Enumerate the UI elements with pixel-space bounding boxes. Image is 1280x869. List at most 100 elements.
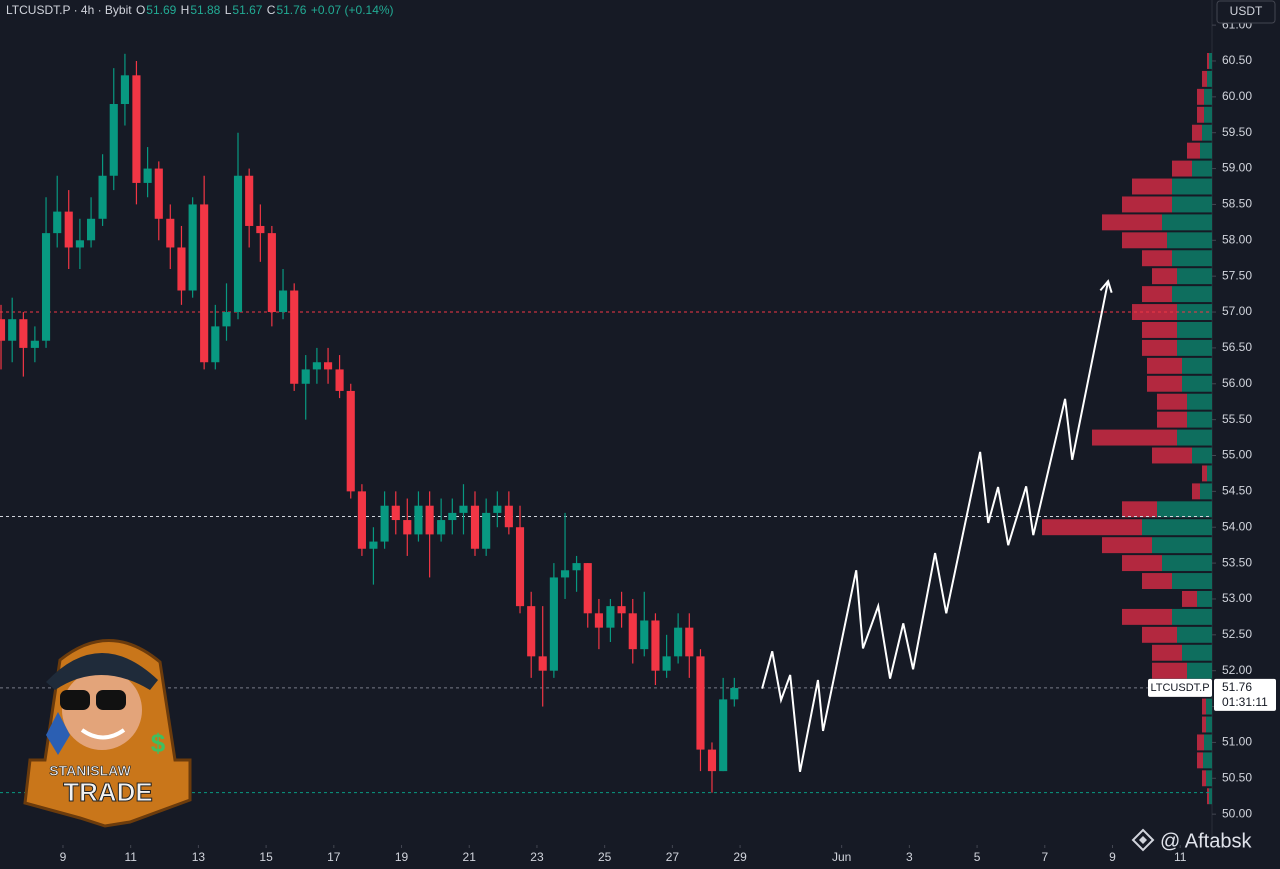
candle-body (75, 240, 84, 248)
volume-buy (1172, 250, 1212, 267)
projection-arrowhead (1099, 279, 1113, 293)
volume-buy (1172, 178, 1212, 195)
x-tick-label: 21 (463, 850, 477, 864)
volume-buy (1162, 555, 1212, 572)
candle-body (98, 175, 107, 219)
candle-body (504, 505, 513, 528)
logo-glasses (60, 690, 90, 710)
price-tag-countdown: 01:31:11 (1222, 695, 1268, 709)
candle-body (482, 512, 491, 549)
volume-buy (1200, 483, 1212, 500)
candle-body (617, 606, 626, 614)
y-tick-label: 58.50 (1222, 197, 1252, 211)
volume-buy (1177, 339, 1212, 356)
candle-body (132, 75, 141, 183)
candle-body (0, 319, 6, 341)
volume-buy (1172, 573, 1212, 589)
x-tick-label: 11 (124, 850, 137, 864)
volume-buy (1206, 770, 1212, 787)
volume-buy (1197, 590, 1212, 607)
y-tick-label: 52.00 (1222, 663, 1252, 677)
y-tick-label: 56.50 (1222, 340, 1252, 354)
volume-buy (1187, 662, 1212, 679)
candle-body (685, 627, 694, 657)
logo-cap (46, 652, 158, 690)
candle-body (594, 613, 603, 628)
currency-box (1216, 0, 1276, 24)
y-tick-label: 54.50 (1222, 484, 1252, 498)
y-tick-label: 53.50 (1222, 555, 1252, 569)
price-tag-symbol: LTCUSDT.P (1150, 682, 1209, 694)
price-tag-box (1214, 678, 1276, 711)
candle-body (549, 577, 558, 671)
candle-body (19, 319, 28, 348)
ohlc-value: 51.76 (276, 3, 307, 17)
volume-sell (1147, 375, 1182, 392)
x-tick-label: 5 (974, 850, 981, 864)
candle-body (290, 290, 299, 384)
candle-body (538, 656, 547, 671)
y-tick-label: 50.00 (1222, 806, 1252, 820)
candle-body (64, 211, 73, 248)
candle-body (301, 369, 310, 384)
x-tick-label: 9 (1109, 850, 1116, 864)
volume-sell (1122, 555, 1162, 572)
y-tick-label: 53.00 (1222, 591, 1252, 605)
candle-body (87, 218, 96, 241)
volume-sell (1157, 393, 1187, 410)
volume-sell (1122, 196, 1172, 213)
candle-body (719, 699, 728, 772)
volume-sell (1207, 53, 1209, 69)
candle-body (177, 247, 186, 291)
candle-body (572, 563, 581, 571)
y-tick-label: 59.00 (1222, 161, 1252, 175)
candle-body (403, 520, 412, 535)
volume-sell (1202, 770, 1206, 787)
x-tick-label: 7 (1041, 850, 1048, 864)
candle-body (515, 527, 525, 607)
volume-sell (1102, 214, 1162, 231)
volume-buy (1192, 160, 1212, 177)
watermark-icon (1131, 828, 1155, 852)
ohlc-value: 51.67 (232, 3, 263, 17)
volume-sell (1092, 429, 1177, 446)
volume-buy (1172, 196, 1212, 213)
volume-sell (1202, 465, 1207, 482)
y-tick-label: 55.50 (1222, 412, 1252, 426)
y-tick-label: 58.00 (1222, 232, 1252, 246)
ohlc-legend: LTCUSDT.P · 4h · Bybit O51.69 H51.88 L51… (6, 3, 395, 17)
y-tick-label: 60.00 (1222, 89, 1252, 103)
volume-sell (1157, 411, 1187, 428)
volume-buy (1209, 53, 1212, 69)
y-tick-label: 50.50 (1222, 770, 1252, 784)
logo-glasses (96, 690, 126, 710)
candle-body (425, 505, 434, 535)
volume-buy (1182, 375, 1212, 392)
volume-sell (1152, 644, 1182, 661)
volume-buy (1204, 734, 1212, 751)
y-tick-label: 55.00 (1222, 448, 1252, 462)
y-tick-label: 57.00 (1222, 304, 1252, 318)
volume-buy (1182, 644, 1212, 661)
candle-body (628, 613, 637, 650)
volume-sell (1202, 70, 1207, 87)
volume-sell (1172, 160, 1192, 177)
volume-buy (1172, 286, 1212, 303)
volume-buy (1177, 626, 1212, 643)
volume-sell (1152, 662, 1187, 679)
candle-body (256, 225, 265, 234)
x-tick-label: 27 (666, 850, 680, 864)
volume-buy (1209, 788, 1212, 805)
candle-body (143, 168, 152, 183)
y-tick-label: 51.00 (1222, 735, 1252, 749)
volume-buy (1206, 698, 1212, 715)
volume-sell (1197, 106, 1204, 123)
volume-sell (1142, 626, 1177, 643)
candle-body (323, 362, 333, 370)
candle-body (335, 369, 344, 391)
candle-body (391, 505, 400, 521)
candle-body (437, 520, 446, 535)
volume-sell (1142, 286, 1172, 303)
candle-body (527, 606, 536, 657)
volume-sell (1192, 483, 1200, 500)
